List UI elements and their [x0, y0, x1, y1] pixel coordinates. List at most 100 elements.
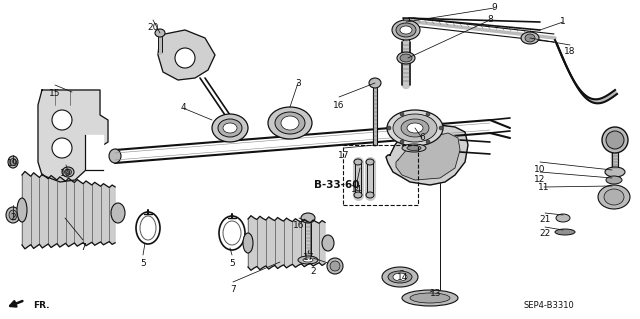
Ellipse shape — [369, 78, 381, 88]
Text: 6: 6 — [419, 133, 425, 143]
Ellipse shape — [223, 123, 237, 133]
Ellipse shape — [243, 233, 253, 253]
Ellipse shape — [392, 20, 420, 40]
Ellipse shape — [268, 107, 312, 139]
Ellipse shape — [298, 256, 318, 264]
Text: 9: 9 — [491, 4, 497, 12]
Circle shape — [426, 140, 430, 144]
Text: 15: 15 — [49, 88, 61, 98]
Text: 20: 20 — [147, 24, 159, 33]
Ellipse shape — [366, 159, 374, 165]
Ellipse shape — [366, 192, 374, 198]
Text: 2: 2 — [310, 266, 316, 276]
Ellipse shape — [303, 258, 313, 262]
Polygon shape — [38, 90, 108, 182]
Polygon shape — [386, 125, 468, 185]
Ellipse shape — [556, 214, 570, 222]
Text: 1: 1 — [560, 18, 566, 26]
Ellipse shape — [521, 32, 539, 44]
Text: 16: 16 — [333, 100, 345, 109]
Text: 19: 19 — [60, 168, 72, 177]
Ellipse shape — [281, 116, 299, 130]
Circle shape — [400, 140, 404, 144]
Ellipse shape — [327, 258, 343, 274]
Text: 17: 17 — [339, 151, 349, 160]
Ellipse shape — [155, 29, 165, 37]
Ellipse shape — [212, 114, 248, 142]
Circle shape — [52, 138, 72, 158]
Ellipse shape — [322, 235, 334, 251]
Text: 12: 12 — [534, 174, 546, 183]
Polygon shape — [555, 40, 617, 103]
Ellipse shape — [598, 185, 630, 209]
Ellipse shape — [301, 213, 315, 223]
Ellipse shape — [605, 167, 625, 177]
Text: 13: 13 — [430, 288, 442, 298]
Ellipse shape — [354, 159, 362, 165]
Ellipse shape — [400, 54, 412, 62]
Ellipse shape — [402, 290, 458, 306]
Text: 11: 11 — [538, 183, 550, 192]
Ellipse shape — [407, 123, 423, 133]
Circle shape — [387, 126, 391, 130]
Ellipse shape — [401, 119, 429, 137]
Text: 5: 5 — [229, 258, 235, 268]
Ellipse shape — [8, 156, 18, 168]
Ellipse shape — [410, 293, 450, 303]
Text: 3: 3 — [295, 78, 301, 87]
Text: 21: 21 — [540, 216, 550, 225]
Ellipse shape — [109, 149, 121, 163]
Polygon shape — [396, 133, 460, 180]
Circle shape — [426, 112, 430, 116]
Bar — [343, 145, 418, 205]
Text: 22: 22 — [540, 228, 550, 238]
Ellipse shape — [218, 119, 242, 137]
Text: SEP4-B3310: SEP4-B3310 — [524, 300, 574, 309]
Text: B-33-60: B-33-60 — [314, 180, 360, 190]
Text: FR.: FR. — [33, 300, 49, 309]
Ellipse shape — [397, 52, 415, 64]
Text: 4: 4 — [180, 103, 186, 113]
Text: 7: 7 — [230, 286, 236, 294]
Circle shape — [175, 48, 195, 68]
Ellipse shape — [387, 110, 443, 146]
Ellipse shape — [604, 189, 624, 205]
Ellipse shape — [388, 271, 412, 283]
Circle shape — [400, 112, 404, 116]
Text: 10: 10 — [534, 166, 546, 174]
Ellipse shape — [393, 273, 407, 281]
Ellipse shape — [65, 169, 72, 175]
Ellipse shape — [555, 229, 575, 235]
Ellipse shape — [602, 127, 628, 153]
Polygon shape — [248, 216, 325, 270]
Text: 17: 17 — [303, 254, 315, 263]
Ellipse shape — [111, 203, 125, 223]
Ellipse shape — [606, 176, 622, 184]
Ellipse shape — [330, 261, 340, 271]
Ellipse shape — [525, 34, 535, 42]
Ellipse shape — [393, 114, 437, 142]
Bar — [85, 135, 103, 170]
Ellipse shape — [606, 131, 624, 149]
Ellipse shape — [396, 23, 416, 37]
Text: 2: 2 — [10, 213, 16, 222]
Text: 18: 18 — [564, 48, 576, 56]
Ellipse shape — [382, 267, 418, 287]
Text: 19: 19 — [7, 159, 19, 167]
Text: 14: 14 — [397, 273, 409, 283]
Circle shape — [439, 126, 443, 130]
Ellipse shape — [62, 167, 74, 177]
Ellipse shape — [354, 192, 362, 198]
Text: 5: 5 — [140, 258, 146, 268]
Text: 16: 16 — [293, 220, 305, 229]
Ellipse shape — [9, 210, 17, 220]
Ellipse shape — [17, 198, 27, 222]
Ellipse shape — [407, 145, 421, 151]
Text: 14: 14 — [351, 186, 363, 195]
Circle shape — [52, 110, 72, 130]
Text: 8: 8 — [487, 16, 493, 25]
Polygon shape — [158, 30, 215, 80]
Ellipse shape — [400, 26, 412, 34]
Text: 7: 7 — [80, 243, 86, 253]
Polygon shape — [22, 171, 115, 249]
